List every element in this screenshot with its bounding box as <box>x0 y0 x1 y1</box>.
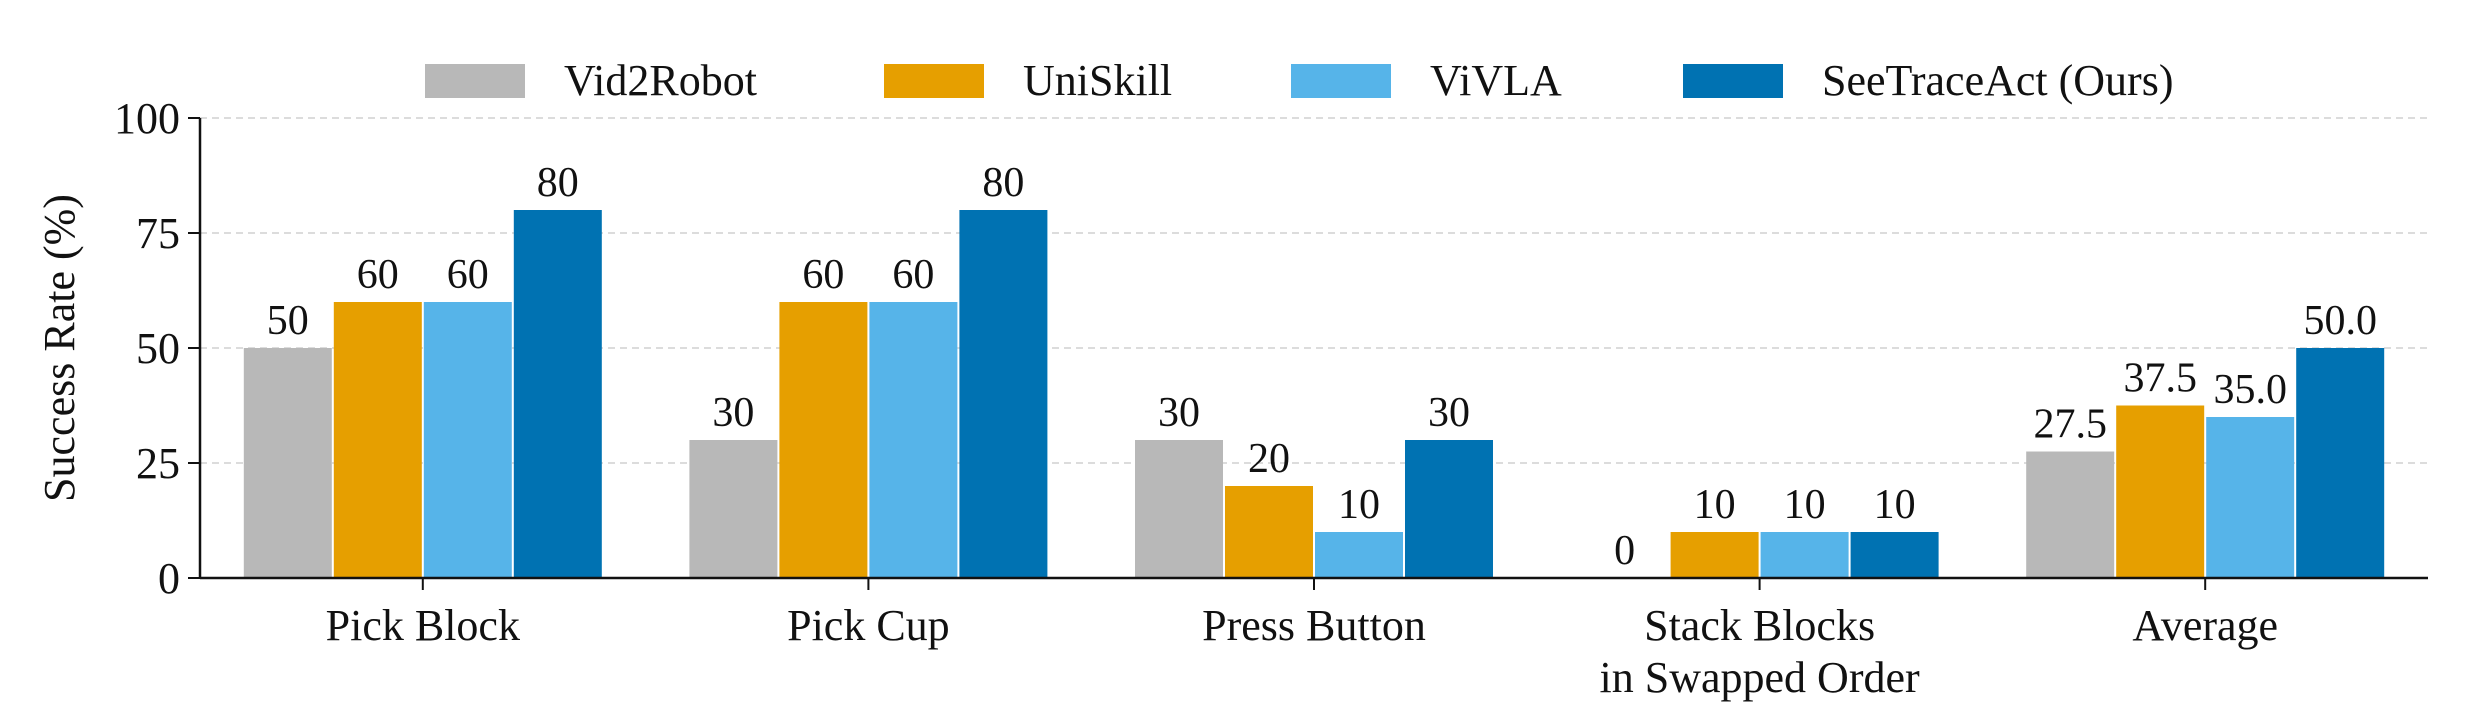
data-label: 10 <box>1694 482 1736 528</box>
legend-swatch <box>1683 64 1783 98</box>
bar-vivla <box>1315 532 1403 578</box>
data-label: 10 <box>1338 482 1380 528</box>
data-label: 50.0 <box>2303 298 2377 344</box>
legend: Vid2Robot UniSkill ViVLA SeeTraceAct (Ours) <box>425 56 2173 105</box>
bar-seetraceact-ours <box>513 210 602 578</box>
y-tick-label: 100 <box>114 94 180 143</box>
legend-label: Vid2Robot <box>564 56 757 105</box>
bar-uniskill <box>1225 486 1313 578</box>
y-tick-label: 50 <box>136 324 180 373</box>
x-tick-label: Average <box>2132 601 2278 650</box>
data-label: 27.5 <box>2033 402 2107 448</box>
bar-seetraceact-ours <box>959 210 1048 578</box>
legend-label: ViVLA <box>1430 56 1562 105</box>
bar-uniskill <box>779 302 868 578</box>
data-label: 80 <box>982 160 1024 206</box>
bar-vid2robot <box>689 440 778 578</box>
data-label: 30 <box>1158 390 1200 436</box>
bar-uniskill <box>1670 532 1759 578</box>
legend-label: UniSkill <box>1023 56 1172 105</box>
x-tick-label: Stack Blocks <box>1644 601 1875 650</box>
x-tick-label: Pick Cup <box>787 601 950 650</box>
y-tick-label: 0 <box>158 554 180 603</box>
data-label: 35.0 <box>2213 367 2287 413</box>
data-label: 30 <box>712 390 754 436</box>
bar-uniskill <box>333 302 422 578</box>
data-label: 60 <box>802 252 844 298</box>
legend-swatch <box>425 64 525 98</box>
bar-vivla <box>423 302 512 578</box>
bar-vid2robot <box>1135 440 1223 578</box>
data-label: 80 <box>537 160 579 206</box>
bars <box>243 210 2385 578</box>
data-label: 10 <box>1874 482 1916 528</box>
bar-seetraceact-ours <box>1405 440 1493 578</box>
y-tick-label: 25 <box>136 439 180 488</box>
data-label: 0 <box>1614 528 1635 574</box>
x-tick-label: Press Button <box>1202 601 1426 650</box>
data-label: 10 <box>1784 482 1826 528</box>
bar-vivla <box>869 302 958 578</box>
data-label: 30 <box>1428 390 1470 436</box>
bar-vid2robot <box>243 348 332 578</box>
data-label: 50 <box>267 298 309 344</box>
data-label: 37.5 <box>2123 356 2197 402</box>
legend-label: SeeTraceAct (Ours) <box>1822 56 2173 105</box>
bar-seetraceact-ours <box>1850 532 1939 578</box>
x-tick-label: in Swapped Order <box>1600 653 1920 702</box>
legend-swatch <box>884 64 984 98</box>
y-axis-title: Success Rate (%) <box>35 194 84 502</box>
bar-vivla <box>1760 532 1849 578</box>
bar-uniskill <box>2116 405 2205 578</box>
data-label: 60 <box>357 252 399 298</box>
bar-seetraceact-ours <box>2296 348 2385 578</box>
axes <box>188 117 2428 590</box>
bar-vid2robot <box>2026 451 2115 578</box>
x-tick-label: Pick Block <box>326 601 520 650</box>
data-label: 20 <box>1248 436 1290 482</box>
legend-swatch <box>1291 64 1391 98</box>
data-label: 60 <box>892 252 934 298</box>
bar-vivla <box>2206 417 2295 578</box>
y-tick-label: 75 <box>136 209 180 258</box>
data-label: 60 <box>447 252 489 298</box>
